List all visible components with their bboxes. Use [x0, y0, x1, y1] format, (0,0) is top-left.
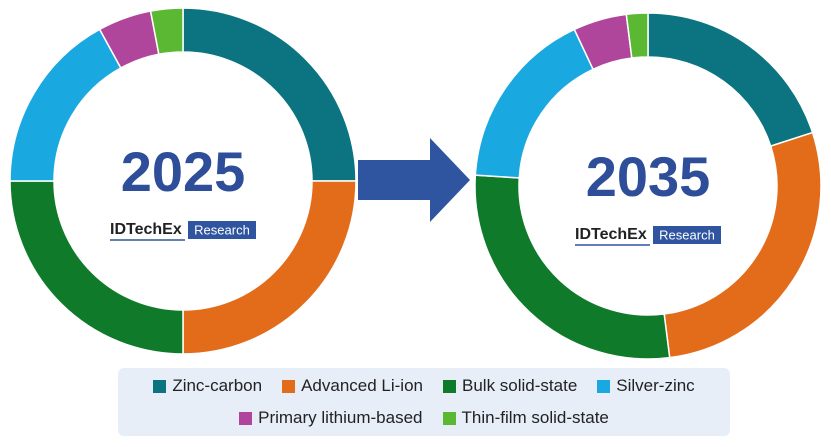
- donut-slice: [9, 180, 184, 355]
- year-title: 2025: [121, 140, 246, 203]
- legend-item: Primary lithium-based: [239, 408, 423, 428]
- legend-swatch: [239, 411, 253, 425]
- legend-swatch: [153, 379, 167, 393]
- arrow: [358, 138, 470, 222]
- brand-tag-box: [188, 221, 256, 239]
- legend-swatch: [442, 411, 456, 425]
- legend-label: Advanced Li-ion: [301, 376, 423, 395]
- brand-tag: Research: [659, 227, 715, 242]
- legend-item: Zinc-carbon: [153, 376, 262, 396]
- legend-swatch: [597, 379, 611, 393]
- donut-slice: [9, 28, 122, 182]
- legend-item: Bulk solid-state: [443, 376, 577, 396]
- legend-item: Silver-zinc: [597, 376, 695, 396]
- legend-label: Bulk solid-state: [462, 376, 578, 395]
- year-title: 2035: [586, 145, 711, 208]
- legend-item: Thin-film solid-state: [442, 408, 609, 428]
- legend-swatch: [443, 379, 456, 393]
- legend-label: Zinc-carbon: [172, 376, 263, 395]
- legend-swatch: [282, 379, 296, 393]
- donut-slice: [149, 7, 184, 56]
- legend-label: Primary lithium-based: [258, 408, 423, 427]
- donut-slice: [182, 180, 357, 355]
- legend-label: Silver-zinc: [616, 376, 695, 395]
- brand: IDTechEx: [575, 226, 647, 243]
- donut-slice: [625, 12, 649, 59]
- legend-label: Thin-film solid-state: [461, 408, 609, 427]
- brand: IDTechEx: [110, 221, 182, 238]
- legend-item: Advanced Li-ion: [282, 376, 423, 396]
- brand-tag: Research: [194, 222, 250, 237]
- donut-slice: [474, 28, 595, 179]
- legend: Zinc-carbon Advanced Li-ion Bulk solid-sta…: [118, 368, 730, 436]
- donut-slice: [647, 12, 814, 148]
- brand-tag-box: [653, 226, 721, 244]
